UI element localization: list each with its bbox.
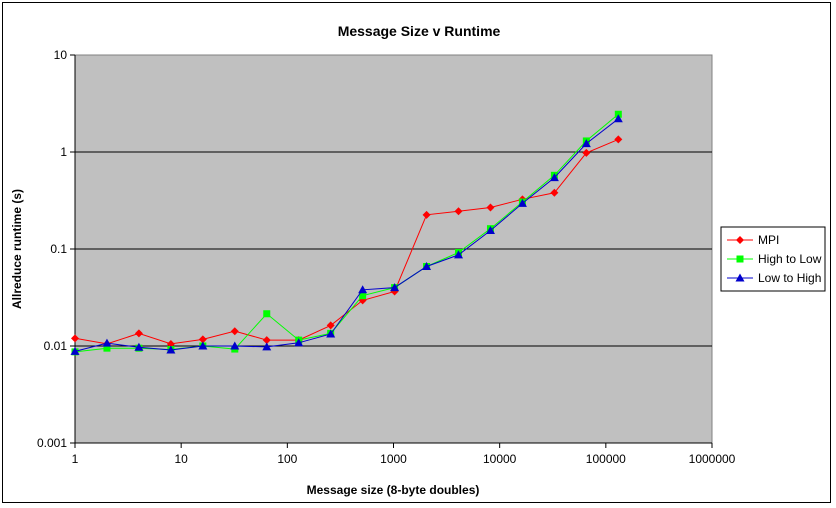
legend-label-low-to-high: Low to High xyxy=(758,271,821,285)
legend: MPI High to Low Low to High xyxy=(720,226,826,292)
data-point-mpi xyxy=(454,207,463,216)
data-point-low-to-high xyxy=(549,173,559,182)
y-tick-label: 1 xyxy=(60,145,67,159)
data-point-low-to-high xyxy=(485,226,495,235)
data-point-low-to-high xyxy=(326,329,336,338)
y-axis-title: Allreduce runtime (s) xyxy=(10,189,24,309)
data-point-mpi xyxy=(486,203,495,212)
series-layer xyxy=(70,110,623,356)
data-point-low-to-high xyxy=(581,139,591,148)
chart-title: Message Size v Runtime xyxy=(338,23,501,39)
data-point-low-to-high xyxy=(454,250,464,259)
data-point-low-to-high xyxy=(70,346,80,355)
data-point-mpi xyxy=(550,188,559,197)
series-low-to-high xyxy=(70,114,623,355)
x-axis-title: Message size (8-byte doubles) xyxy=(307,483,480,497)
x-tick-label: 1000 xyxy=(380,452,407,466)
y-tick-label: 0.01 xyxy=(44,339,68,353)
y-axis-ticks: 0.001 0.01 0.1 1 10 xyxy=(37,48,75,450)
legend-label-high-to-low: High to Low xyxy=(758,252,822,266)
data-point-mpi xyxy=(422,210,431,219)
chart-frame: Message Size v Runtime 1 10 100 1000 10000 10… xyxy=(2,2,831,503)
data-point-mpi xyxy=(582,148,591,157)
data-point-low-to-high xyxy=(102,338,112,347)
y-tick-label: 0.1 xyxy=(50,242,67,256)
data-point-mpi xyxy=(230,327,239,336)
x-axis-ticks: 1 10 100 1000 10000 100000 1000000 xyxy=(72,443,736,466)
data-point-high-to-low xyxy=(614,110,622,118)
data-point-low-to-high xyxy=(358,285,368,294)
data-point-low-to-high xyxy=(517,198,527,207)
x-tick-label: 100 xyxy=(277,452,297,466)
data-point-low-to-high xyxy=(422,262,432,271)
data-point-low-to-high xyxy=(613,114,623,123)
data-point-low-to-high xyxy=(166,345,176,354)
x-tick-label: 1 xyxy=(72,452,79,466)
data-point-low-to-high xyxy=(230,341,240,350)
x-tick-label: 10000 xyxy=(483,452,517,466)
chart-canvas: Message Size v Runtime 1 10 100 1000 10000 10… xyxy=(10,23,826,497)
data-point-mpi xyxy=(614,135,623,144)
data-point-mpi xyxy=(326,321,335,330)
legend-marker-low-to-high xyxy=(735,273,745,282)
data-point-mpi xyxy=(262,336,271,345)
data-point-mpi xyxy=(198,335,207,344)
gridlines xyxy=(75,151,712,347)
series-line-mpi xyxy=(74,138,619,345)
legend-label-mpi: MPI xyxy=(758,233,779,247)
x-tick-label: 100000 xyxy=(586,452,626,466)
series-line-low-to-high xyxy=(74,118,619,352)
y-tick-label: 10 xyxy=(54,48,68,62)
data-point-mpi xyxy=(134,329,143,338)
x-tick-label: 10 xyxy=(174,452,188,466)
data-point-high-to-low xyxy=(103,344,111,352)
data-point-mpi xyxy=(166,339,175,348)
data-point-low-to-high xyxy=(198,341,208,350)
legend-marker-mpi xyxy=(736,236,744,244)
y-tick-label: 0.001 xyxy=(37,436,67,450)
data-point-low-to-high xyxy=(134,342,144,351)
legend-marker-high-to-low xyxy=(736,255,744,263)
data-point-high-to-low xyxy=(263,310,271,318)
data-point-high-to-low xyxy=(359,292,367,300)
data-point-low-to-high xyxy=(294,338,304,347)
data-point-low-to-high xyxy=(390,283,400,292)
data-point-low-to-high xyxy=(262,342,272,351)
x-tick-label: 1000000 xyxy=(689,452,736,466)
data-point-mpi xyxy=(71,334,79,343)
